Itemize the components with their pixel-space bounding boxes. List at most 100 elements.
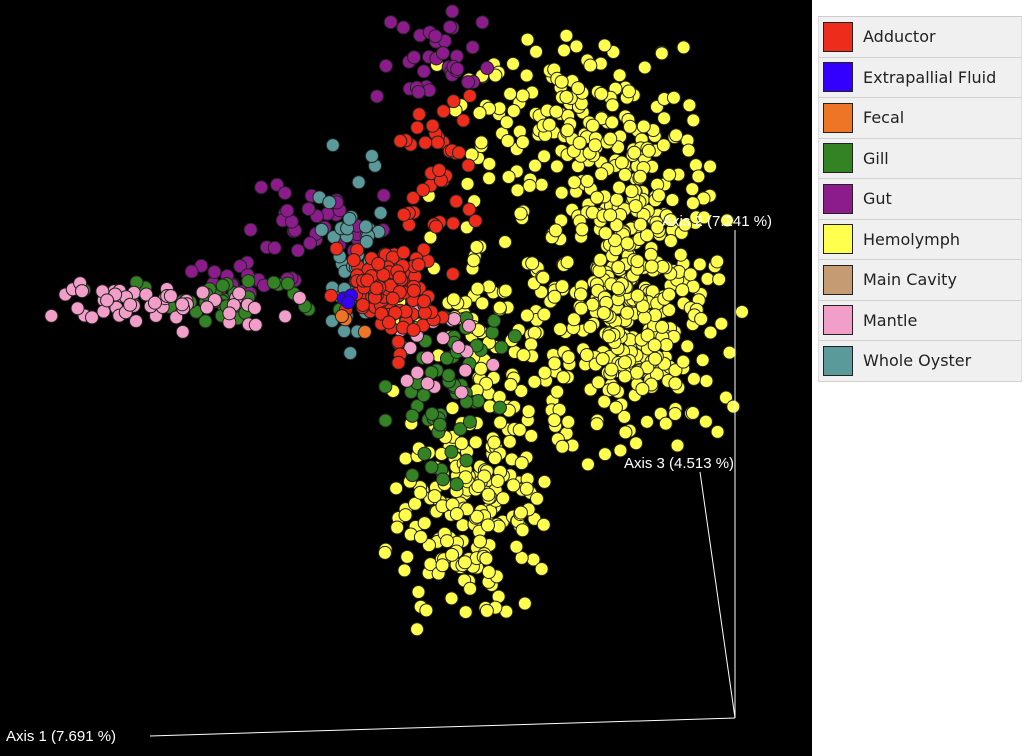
axis-label: Axis 2 (7.241 %) [662,213,772,230]
sample-point [471,393,486,408]
sample-point [613,443,628,458]
sample-point [594,86,609,101]
sample-point [462,414,477,429]
axis-label: Axis 1 (7.691 %) [6,728,116,745]
sample-point [412,107,427,122]
sample-point [456,113,471,128]
sample-point [527,325,542,340]
sample-point [633,217,648,232]
sample-point [449,477,464,492]
sample-point [612,180,627,195]
sample-point [608,400,623,415]
sample-point [378,413,393,428]
sample-point [683,267,698,282]
sample-point [714,316,729,331]
sample-point [280,203,295,218]
sample-point [445,266,460,281]
sample-point [417,446,432,461]
sample-point [411,584,426,599]
sample-point [199,300,214,315]
sample-point [603,208,618,223]
sample-point [515,523,530,538]
legend-item[interactable]: Gill [818,138,1022,179]
legend-item[interactable]: Gut [818,179,1022,220]
sample-point [415,182,430,197]
legend-swatch [823,183,853,214]
sample-point [675,283,690,298]
sample-point [519,481,534,496]
sample-point [720,213,735,228]
sample-point [640,228,655,243]
sample-point [435,472,450,487]
sample-point [507,329,522,344]
sample-point [385,291,400,306]
sample-point [710,424,725,439]
legend-item[interactable]: Hemolymph [818,219,1022,260]
sample-point [490,473,505,488]
sample-point [678,217,693,232]
sample-point [659,338,674,353]
sample-point [357,324,372,339]
sample-point [410,622,425,637]
sample-point [515,88,530,103]
sample-point [673,247,688,262]
sample-point [360,273,375,288]
sample-point [416,388,431,403]
sample-point [609,192,624,207]
legend-label: Fecal [863,108,905,128]
sample-point [400,549,415,564]
sample-point [346,253,361,268]
sample-point [458,605,473,620]
axis-line [699,471,736,719]
sample-point [175,324,190,339]
sample-point [482,171,497,186]
sample-point [555,439,570,454]
sample-point [449,507,464,522]
sample-point [44,308,59,323]
sample-point [710,254,725,269]
legend-label: Gut [863,189,892,209]
legend-item[interactable]: Whole Oyster [818,341,1022,382]
legend-item[interactable]: Mantle [818,300,1022,341]
sample-point [670,438,685,453]
sample-point [629,365,644,380]
sample-point [479,551,494,566]
sample-point [378,58,393,73]
legend-item[interactable]: Main Cavity [818,260,1022,301]
sample-point [524,428,539,443]
sample-point [692,257,707,272]
sample-point [389,481,404,496]
legend-item[interactable]: Adductor [818,17,1022,58]
sample-point [575,222,590,237]
sample-point [453,422,468,437]
sample-point [369,281,384,296]
sample-point [292,290,307,305]
plot-area: Axis 1 (7.691 %) Axis 2 (7.241 %) Axis 3… [0,0,812,756]
sample-point [460,176,475,191]
sample-point [468,213,483,228]
legend-item[interactable]: Extrapallial Fluid [818,57,1022,98]
sample-point [433,417,448,432]
sample-point [163,288,178,303]
sample-point [351,175,366,190]
sample-point [549,104,564,119]
sample-point [417,305,432,320]
sample-point [410,365,425,380]
sample-point [70,301,85,316]
legend-label: Hemolymph [863,229,961,249]
sample-point [481,565,496,580]
sample-point [521,404,536,419]
sample-point [248,317,263,332]
sample-point [420,350,435,365]
sample-point [627,145,642,160]
legend-label: Gill [863,148,889,168]
legend: Adductor Extrapallial Fluid Fecal Gill Gut He… [818,16,1022,382]
sample-point [685,405,700,420]
sample-point [614,155,629,170]
sample-point [452,145,467,160]
sample-point [358,219,373,234]
legend-item[interactable]: Fecal [818,98,1022,139]
sample-point [445,401,460,416]
sample-point [429,219,444,234]
sample-point [461,158,476,173]
